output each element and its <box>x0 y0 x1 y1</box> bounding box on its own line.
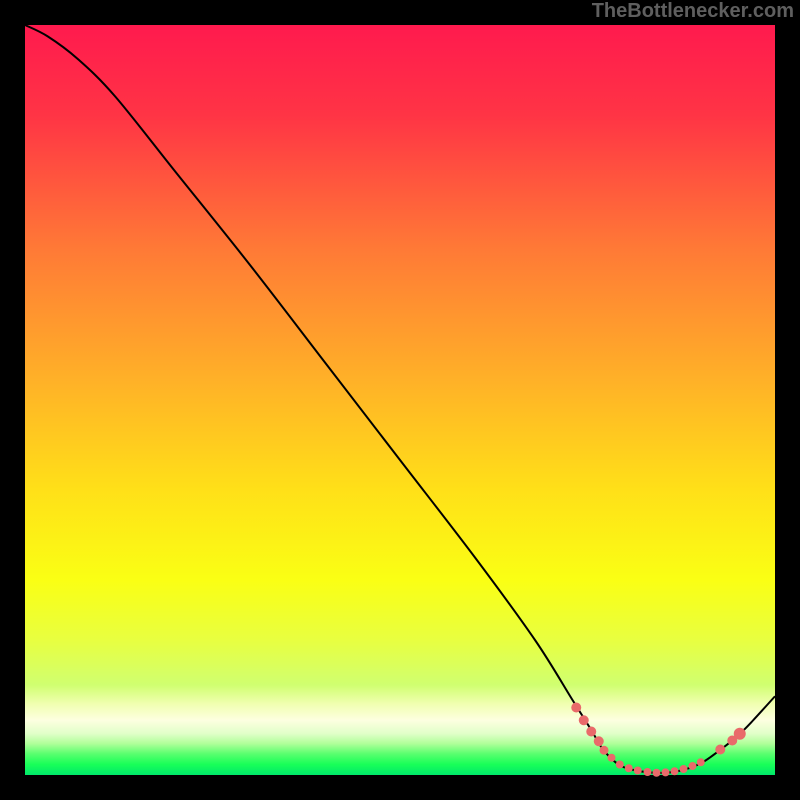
data-marker <box>625 764 633 772</box>
bottleneck-curve-chart <box>0 0 800 800</box>
data-marker <box>715 745 725 755</box>
data-marker <box>594 736 604 746</box>
data-marker <box>571 703 581 713</box>
data-marker <box>697 758 705 766</box>
data-marker <box>616 761 624 769</box>
data-marker <box>634 767 642 775</box>
data-marker <box>608 754 616 762</box>
data-marker <box>734 728 746 740</box>
data-marker <box>600 746 609 755</box>
data-marker <box>579 715 589 725</box>
data-marker <box>653 769 661 777</box>
watermark-text: TheBottlenecker.com <box>592 0 794 23</box>
data-marker <box>671 767 679 775</box>
data-marker <box>680 765 688 773</box>
data-marker <box>586 727 596 737</box>
plot-background <box>25 25 775 775</box>
data-marker <box>662 768 670 776</box>
data-marker <box>644 768 652 776</box>
data-marker <box>689 762 697 770</box>
chart-container: TheBottlenecker.com <box>0 0 800 800</box>
